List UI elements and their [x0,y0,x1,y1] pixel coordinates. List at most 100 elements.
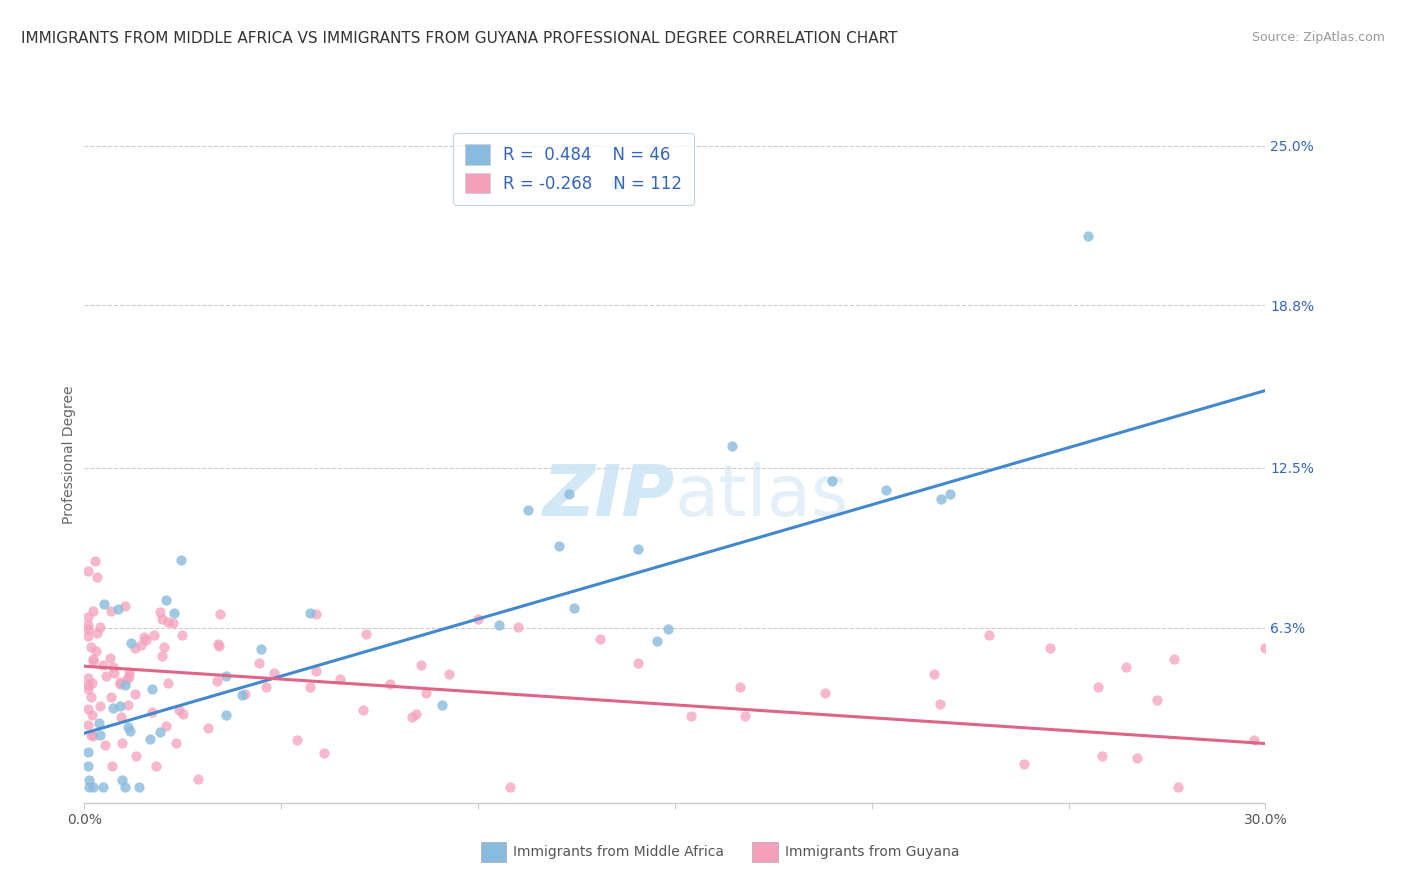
Point [107,602,129,616]
Point [929,492,952,507]
Point [89,619,111,633]
Point [285,732,308,747]
Point [77,610,100,624]
Point [94,669,117,683]
Point [205,673,228,688]
Point [98,651,121,665]
Point [80,690,103,705]
Point [82,604,104,618]
Point [1115,660,1137,674]
Point [80,707,103,722]
Point [250,641,273,656]
Point [141,681,163,696]
Point [172,706,194,721]
Point [1039,641,1062,656]
Point [977,628,1000,642]
Point [215,669,238,683]
Point [100,690,122,705]
Point [197,721,219,735]
Point [187,772,209,786]
Point [329,672,352,686]
Point [80,640,103,654]
Point [721,439,744,453]
Point [120,635,142,649]
Point [162,616,184,631]
Point [152,640,174,654]
Point [77,682,100,697]
Point [150,648,173,663]
Point [77,622,100,636]
Point [1254,641,1277,656]
Point [627,656,650,670]
Point [77,671,100,685]
Point [77,617,100,632]
Point [298,680,321,694]
Point [110,772,132,787]
Text: atlas: atlas [675,462,849,531]
Point [77,718,100,732]
Point [103,665,125,680]
Point [118,665,141,679]
Point [314,747,336,761]
Point [517,502,540,516]
Point [728,680,751,694]
Point [149,725,172,739]
Point [124,687,146,701]
Text: ZIP: ZIP [543,462,675,531]
Text: Source: ZipAtlas.com: Source: ZipAtlas.com [1251,31,1385,45]
Point [117,720,139,734]
Point [80,676,103,690]
Point [1243,732,1265,747]
Point [110,674,132,689]
Point [77,629,100,643]
Point [247,656,270,670]
Point [86,570,108,584]
Point [254,680,277,694]
Point [149,605,172,619]
Point [77,745,100,759]
Point [87,715,110,730]
Point [929,697,952,711]
Point [86,625,108,640]
Point [124,641,146,656]
Point [209,607,232,622]
Point [657,622,679,636]
Point [939,486,962,500]
Point [263,665,285,680]
Point [143,628,166,642]
Point [101,700,124,714]
Point [627,541,650,556]
Point [89,698,111,713]
Point [681,708,703,723]
Point [558,487,581,501]
Point [354,626,377,640]
Point [86,644,108,658]
Point [169,553,191,567]
Point [163,606,186,620]
Point [305,665,328,679]
Point [409,657,432,672]
Point [77,678,100,692]
Point [645,633,668,648]
Point [103,660,125,674]
Point [114,599,136,613]
Point [145,759,167,773]
Point [135,632,157,647]
Point [82,652,104,666]
Point [80,728,103,742]
Point [1087,681,1109,695]
Point [155,592,177,607]
Point [93,597,115,611]
Point [115,672,138,686]
Point [415,686,437,700]
Point [1077,228,1099,243]
Point [117,669,139,683]
Text: Immigrants from Guyana: Immigrants from Guyana [785,845,959,859]
Point [499,780,522,795]
Point [467,612,489,626]
Point [1163,651,1185,665]
Point [169,703,191,717]
Point [128,780,150,795]
Point [821,474,844,488]
Point [401,710,423,724]
